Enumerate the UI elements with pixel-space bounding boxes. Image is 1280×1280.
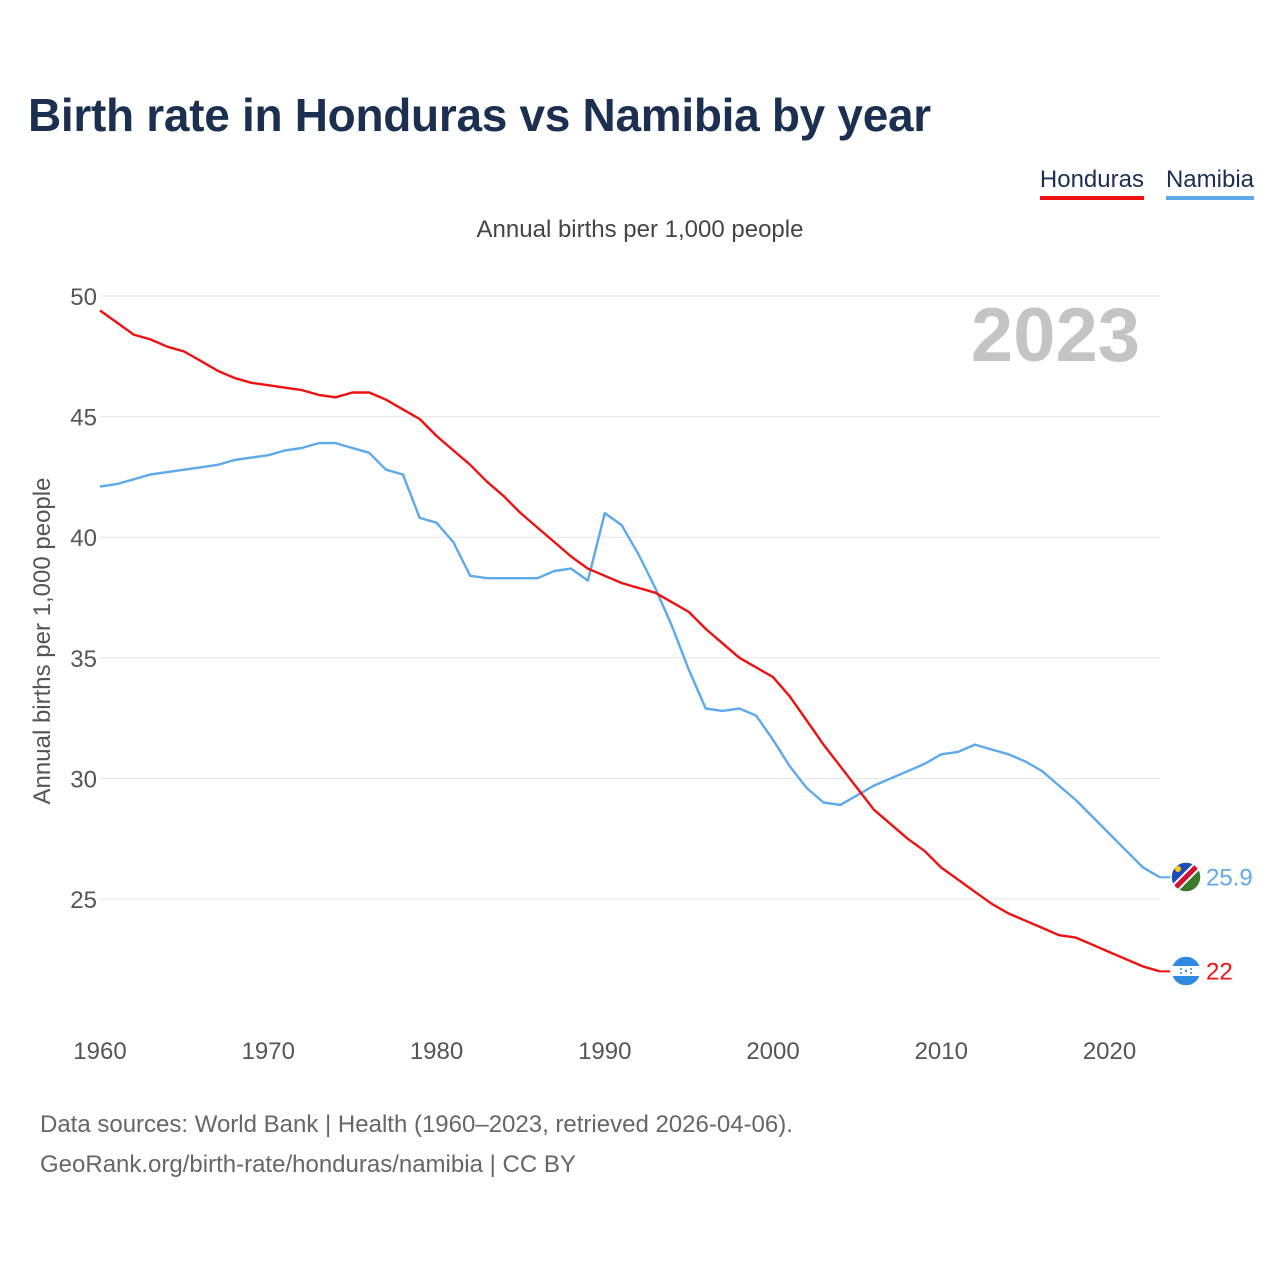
x-tick-label: 1990 [578,1038,631,1065]
end-label-honduras: 22 [1206,958,1233,985]
x-tick-label: 1980 [410,1038,463,1065]
legend: Honduras Namibia [1039,166,1254,200]
footer: Data sources: World Bank | Health (1960–… [40,1105,793,1185]
y-tick-label: 40 [70,525,97,552]
y-tick-label: 30 [70,766,97,793]
end-label-namibia: 25.9 [1206,864,1253,891]
series-line-namibia [99,441,1161,879]
footer-sources: Data sources: World Bank | Health (1960–… [40,1111,793,1138]
honduras-flag-icon [1170,955,1202,987]
y-tick-label: 50 [70,284,97,311]
x-tick-label: 1970 [242,1038,295,1065]
namibia-flag-icon [1170,861,1202,893]
x-tick-label: 2020 [1083,1038,1136,1065]
y-tick-label: 25 [70,887,97,914]
legend-item-namibia[interactable]: Namibia [1165,166,1254,200]
legend-item-honduras[interactable]: Honduras [1039,166,1144,200]
x-tick-label: 2000 [746,1038,799,1065]
series-line-honduras [99,309,1161,973]
year-watermark: 2023 [971,293,1140,378]
y-tick-label: 45 [70,405,97,432]
y-tick-label: 35 [70,646,97,673]
page-title: Birth rate in Honduras vs Namibia by yea… [28,89,931,141]
chart-subtitle: Annual births per 1,000 people [476,216,804,243]
footer-attribution[interactable]: GeoRank.org/birth-rate/honduras/namibia … [40,1151,576,1178]
x-tick-label: 2010 [915,1038,968,1065]
x-tick-label: 1960 [73,1038,126,1065]
y-axis-label: Annual births per 1,000 people [29,478,56,805]
